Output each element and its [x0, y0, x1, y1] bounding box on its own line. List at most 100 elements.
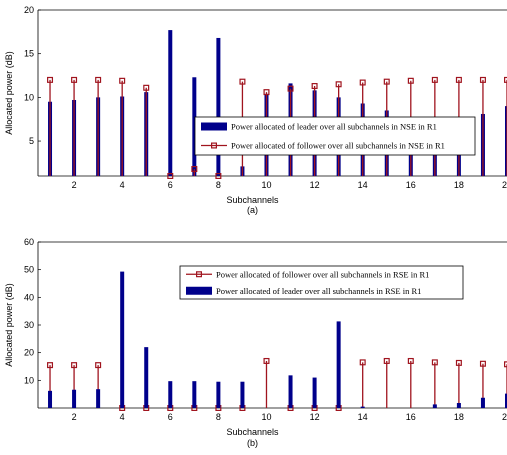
x-tick-label: 12	[310, 412, 320, 422]
bar-17	[432, 404, 437, 408]
stem-marker-8	[215, 173, 222, 180]
x-axis-title: Subchannels	[226, 195, 279, 205]
bar-14	[360, 406, 365, 408]
legend-swatch-bar	[201, 122, 227, 131]
stem-marker-19	[479, 76, 486, 83]
legend-label: Power allocated of leader over all subch…	[216, 286, 421, 296]
stem-marker-5	[143, 84, 150, 91]
y-axis-title: Allocated power (dB)	[4, 51, 14, 135]
x-tick-label: 10	[261, 180, 271, 190]
legend: Power allocated of follower over all sub…	[179, 265, 464, 300]
stem-marker-17	[431, 76, 438, 83]
y-tick-label: 15	[24, 49, 34, 59]
stem-marker-14	[359, 359, 366, 366]
x-tick-label: 6	[168, 412, 173, 422]
x-tick-label: 6	[168, 180, 173, 190]
y-tick-label: 10	[24, 92, 34, 102]
bar-7	[192, 381, 197, 408]
stem-marker-11	[287, 85, 294, 92]
legend-label: Power allocated of follower over all sub…	[216, 269, 429, 279]
legend-swatch-bar	[186, 286, 212, 295]
y-tick-label: 40	[24, 292, 34, 302]
x-tick-label: 8	[216, 412, 221, 422]
x-tick-label: 16	[406, 412, 416, 422]
chart-a: 5 10 15 20 2 4 6 8 10 12 14 16 18 20 Subchannels(a) All…	[4, 5, 507, 215]
stem-marker-15	[383, 78, 390, 85]
stem-marker-1	[47, 362, 54, 369]
stem-marker-6	[167, 173, 174, 180]
x-tick-label: 14	[358, 412, 368, 422]
bar-6	[168, 30, 173, 176]
stem-marker-12	[311, 83, 318, 90]
bar-2	[72, 389, 77, 408]
y-axis-title: Allocated power (dB)	[4, 283, 14, 367]
legend-swatch-marker	[211, 142, 218, 149]
legend-box	[179, 265, 464, 300]
bar-20	[505, 393, 507, 408]
x-tick-label: 20	[502, 180, 507, 190]
bar-8	[216, 37, 221, 177]
bar-7	[192, 77, 197, 176]
stem-marker-4	[119, 77, 126, 84]
stem-marker-2	[71, 76, 78, 83]
y-tick-label: 10	[24, 375, 34, 385]
bar-20	[505, 106, 507, 176]
stem-marker-3	[95, 362, 102, 369]
stem-marker-19	[479, 360, 486, 367]
y-tick-label: 20	[24, 348, 34, 358]
legend-swatch-marker	[196, 271, 203, 278]
subplot-caption: (a)	[247, 205, 258, 215]
stem-marker-10	[263, 357, 270, 364]
x-tick-label: 2	[72, 180, 77, 190]
stem-marker-20	[504, 361, 507, 368]
stem-marker-18	[455, 76, 462, 83]
stem-marker-9	[239, 78, 246, 85]
x-tick-label: 18	[454, 412, 464, 422]
chart-b: 10 20 30 40 50 60 2 4 6 8 10 12 14 16 18 20 Subchannels(…	[4, 237, 507, 448]
x-tick-label: 8	[216, 180, 221, 190]
x-tick-label: 4	[120, 180, 125, 190]
stem-marker-13	[335, 81, 342, 88]
stem-marker-18	[455, 359, 462, 366]
bar-1	[48, 390, 53, 408]
x-tick-label: 4	[120, 412, 125, 422]
bar-19	[480, 397, 485, 408]
x-tick-label: 18	[454, 180, 464, 190]
bar-3	[96, 389, 101, 408]
stem-marker-16	[407, 357, 414, 364]
bar-9	[240, 381, 245, 408]
x-tick-label: 16	[406, 180, 416, 190]
x-tick-label: 2	[72, 412, 77, 422]
stem-marker-17	[431, 359, 438, 366]
bar-12	[312, 377, 317, 408]
y-tick-label: 60	[24, 237, 34, 247]
stem-marker-2	[71, 362, 78, 369]
bar-5	[144, 347, 149, 408]
x-tick-label: 10	[261, 412, 271, 422]
bar-6	[168, 381, 173, 408]
y-tick-label: 30	[24, 320, 34, 330]
legend-box	[194, 116, 476, 156]
y-tick-label: 20	[24, 5, 34, 15]
x-tick-label: 12	[310, 180, 320, 190]
x-tick-label: 20	[502, 412, 507, 422]
stem-marker-1	[47, 76, 54, 83]
bar-11	[288, 375, 293, 408]
x-axis-title: Subchannels	[226, 427, 279, 437]
y-tick-label: 50	[24, 265, 34, 275]
legend-label: Power allocated of follower over all sub…	[231, 141, 445, 151]
bar-8	[216, 381, 221, 408]
stem-marker-3	[95, 76, 102, 83]
bar-4	[120, 271, 125, 408]
legend-label: Power allocated of leader over all subch…	[231, 122, 437, 132]
stem-marker-20	[504, 76, 507, 83]
stem-marker-15	[383, 357, 390, 364]
bar-18	[456, 403, 461, 408]
x-tick-label: 14	[358, 180, 368, 190]
stem-marker-14	[359, 79, 366, 86]
legend: Power allocated of leader over all subch…	[194, 116, 476, 156]
subplot-caption: (b)	[247, 438, 258, 448]
y-tick-label: 5	[29, 136, 34, 146]
